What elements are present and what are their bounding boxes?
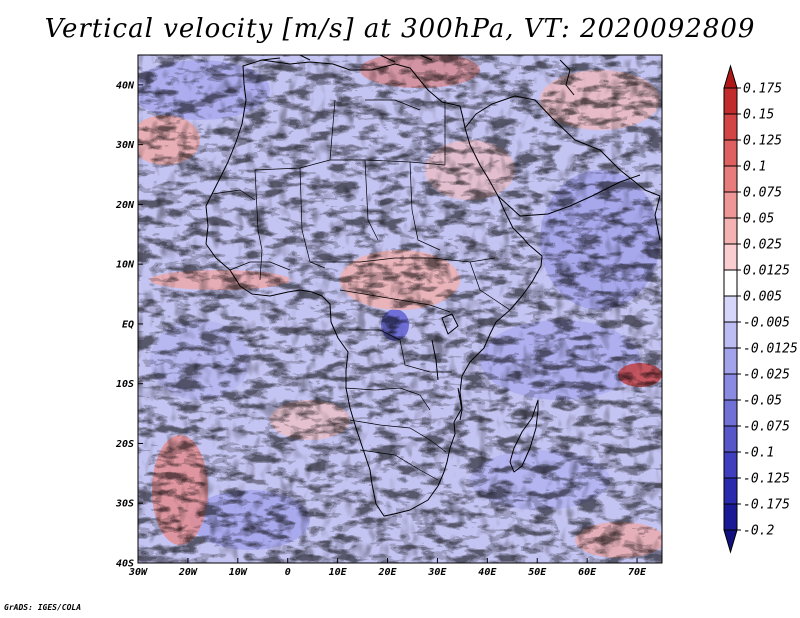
colorbar-swatch bbox=[723, 165, 738, 193]
y-tick-label: 10N bbox=[116, 260, 135, 271]
colorbar-swatch bbox=[723, 451, 738, 479]
colorbar-swatch bbox=[723, 425, 738, 453]
plot-frame bbox=[137, 54, 663, 564]
x-tick-label: 20E bbox=[377, 567, 397, 578]
chart-title: Vertical velocity [m/s] at 300hPa, VT: 2… bbox=[44, 14, 756, 44]
grads-credit: GrADS: IGES/COLA bbox=[4, 603, 82, 612]
arabia-coastline bbox=[464, 95, 661, 197]
india-coast bbox=[654, 195, 661, 241]
colorbar-label: 0.025 bbox=[743, 238, 782, 253]
colorbar-label: -0.1 bbox=[743, 446, 774, 461]
y-axis: 40N 30N 20N 10N EQ 10S 20S 30S 40S bbox=[115, 80, 143, 570]
colorbar-swatch bbox=[723, 503, 738, 531]
x-tick-label: 20W bbox=[178, 567, 198, 578]
lake-victoria bbox=[441, 313, 459, 335]
colorbar-swatch bbox=[723, 217, 738, 245]
y-tick-label: 10S bbox=[116, 379, 134, 390]
colorbar-bottom-arrow bbox=[723, 529, 738, 554]
y-tick-label: 20N bbox=[115, 200, 135, 211]
x-tick-label: 30E bbox=[427, 567, 447, 578]
colorbar-label: -0.2 bbox=[743, 524, 774, 539]
colorbar-label: 0.05 bbox=[743, 212, 774, 227]
x-tick-label: 70E bbox=[628, 567, 647, 578]
colorbar: 0.175 0.15 0.125 0.1 0.075 0.05 0.025 0.0125 0.0… bbox=[723, 64, 798, 554]
colorbar-label: 0.005 bbox=[743, 290, 782, 305]
y-tick-label: 20S bbox=[115, 439, 134, 450]
colorbar-swatch bbox=[723, 347, 738, 375]
colorbar-swatch bbox=[723, 321, 738, 349]
lake-malawi bbox=[457, 387, 463, 421]
x-tick-label: 60E bbox=[578, 567, 597, 578]
x-tick-label: 30W bbox=[128, 567, 148, 578]
colorbar-label: 0.125 bbox=[743, 134, 782, 149]
colorbar-swatch bbox=[723, 243, 738, 271]
colorbar-label: -0.075 bbox=[743, 420, 790, 435]
europe-coast bbox=[261, 55, 433, 63]
caspian-coast bbox=[559, 59, 575, 96]
x-axis: 30W 20W 10W 0 10E 20E 30E 40E 50E 60E 70E bbox=[128, 558, 647, 578]
colorbar-label: -0.025 bbox=[743, 368, 790, 383]
colorbar-label: 0.175 bbox=[743, 82, 782, 97]
x-tick-label: 40E bbox=[478, 567, 497, 578]
colorbar-label: 0.075 bbox=[743, 186, 782, 201]
x-tick-label: 0 bbox=[285, 567, 291, 578]
colorbar-label: -0.05 bbox=[743, 394, 782, 409]
lake-tanganyika bbox=[431, 339, 439, 381]
x-tick-label: 50E bbox=[528, 567, 547, 578]
colorbar-label: -0.175 bbox=[743, 498, 790, 513]
y-tick-label: 40N bbox=[116, 80, 135, 91]
colorbar-top-arrow bbox=[723, 64, 738, 89]
x-tick-label: 10E bbox=[329, 567, 348, 578]
y-tick-label: 30N bbox=[115, 140, 135, 151]
madagascar-coastline bbox=[509, 399, 539, 473]
colorbar-swatch bbox=[723, 139, 738, 167]
colorbar-swatch bbox=[723, 113, 738, 141]
coastlines bbox=[205, 55, 661, 517]
y-tick-label: EQ bbox=[122, 319, 134, 330]
colorbar-label: 0.15 bbox=[743, 108, 774, 123]
velocity-field bbox=[138, 55, 662, 563]
arabia-south-coast bbox=[497, 174, 641, 217]
colorbar-swatch bbox=[723, 295, 738, 323]
colorbar-swatch bbox=[723, 477, 738, 505]
colorbar-swatch bbox=[723, 191, 738, 219]
colorbar-label: 0.1 bbox=[743, 160, 766, 175]
y-tick-label: 40S bbox=[116, 559, 134, 570]
blue-streak-texture bbox=[138, 55, 662, 563]
y-tick-label: 30S bbox=[115, 499, 134, 510]
colorbar-label: -0.0125 bbox=[743, 342, 798, 357]
x-tick-label: 10W bbox=[229, 567, 248, 578]
colorbar-label: -0.125 bbox=[743, 472, 790, 487]
colorbar-swatch bbox=[723, 269, 738, 297]
colorbar-swatch bbox=[723, 87, 738, 115]
colorbar-swatch bbox=[723, 373, 738, 401]
colorbar-swatch bbox=[723, 399, 738, 427]
africa-coastline bbox=[205, 59, 543, 517]
colorbar-label: 0.0125 bbox=[743, 264, 790, 279]
country-borders bbox=[211, 99, 511, 481]
colorbar-label: -0.005 bbox=[743, 316, 790, 331]
